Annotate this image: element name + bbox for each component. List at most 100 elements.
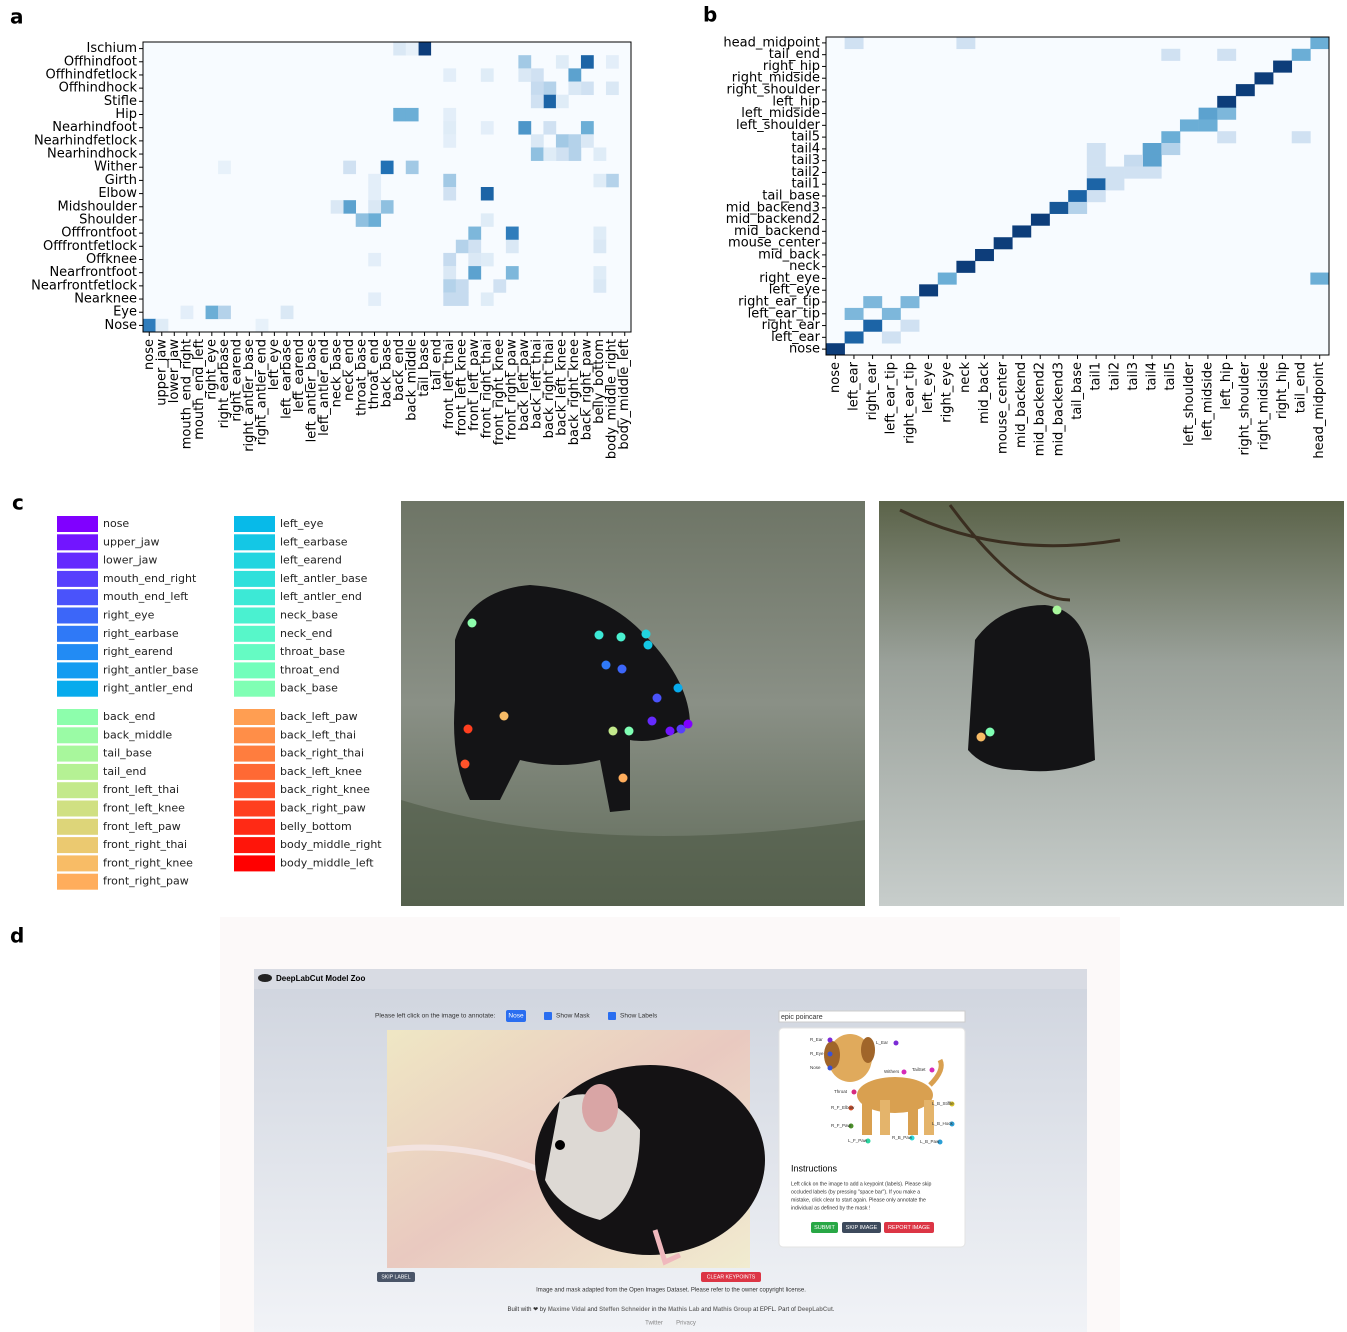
heatmap-cell <box>468 266 481 279</box>
legend-swatch <box>57 819 98 835</box>
toggle-label: Show Mask <box>556 1013 590 1020</box>
heatmap-cell <box>1161 131 1180 143</box>
legend-swatch <box>57 874 98 890</box>
heatmap-cell <box>418 42 431 55</box>
heatmap-cell <box>581 134 594 147</box>
checkbox[interactable] <box>544 1012 552 1020</box>
heatmap-cell <box>593 240 606 253</box>
dog-label: Nose <box>810 1065 821 1070</box>
heatmap-cell <box>531 82 544 95</box>
legend-swatch <box>57 589 98 605</box>
panel-label: a <box>10 5 24 29</box>
legend-label: right_earbase <box>103 627 179 640</box>
heatmap-cell <box>1031 214 1050 226</box>
legend-swatch <box>57 764 98 780</box>
checkbox[interactable] <box>608 1012 616 1020</box>
heatmap-cell <box>901 296 920 308</box>
x-tick-label: mid_backend2 <box>1033 362 1048 456</box>
heatmap-cell <box>381 200 394 213</box>
footer-link[interactable]: Mathis Group <box>713 1307 752 1313</box>
heatmap-cell <box>1161 143 1180 155</box>
heatmap-cell <box>606 55 619 68</box>
keypoint-dot <box>828 1066 833 1071</box>
heatmap-cell <box>1105 167 1124 179</box>
panel-label: b <box>703 3 717 27</box>
heatmap-cell <box>456 292 469 305</box>
heatmap-cell <box>1180 119 1199 131</box>
heatmap-cell <box>531 68 544 81</box>
x-tick-label: right_ear <box>865 361 880 420</box>
heatmap-cell <box>481 213 494 226</box>
footer-link[interactable]: Steffen Schneider <box>599 1307 651 1313</box>
legend-label: body_middle_left <box>280 856 374 869</box>
dog-label: L_B_Hock <box>932 1121 954 1126</box>
dog-label: Withers <box>884 1069 900 1074</box>
heatmap-cell <box>556 134 569 147</box>
heatmap-cell <box>863 320 882 332</box>
footer-link[interactable]: DeepLabCut <box>798 1307 833 1313</box>
dog-label: TailSet <box>912 1067 926 1072</box>
footer-link[interactable]: Mathis Lab <box>668 1307 700 1313</box>
x-tick-label: left_shoulder <box>1182 361 1197 446</box>
x-tick-label: tail_base <box>1070 362 1085 420</box>
footer-link[interactable]: Twitter <box>645 1321 663 1327</box>
heatmap-cell <box>343 200 356 213</box>
x-tick-label: right_midside <box>1256 362 1271 450</box>
heatmap-cell <box>543 82 556 95</box>
y-tick-label: nose <box>789 342 820 357</box>
heatmap-cell <box>468 240 481 253</box>
legend-swatch <box>234 589 275 605</box>
legend-label: back_right_paw <box>280 802 366 815</box>
legend-swatch <box>234 727 275 743</box>
keypoint-dot <box>902 1070 907 1075</box>
heatmap-cell <box>456 240 469 253</box>
legend-swatch <box>57 727 98 743</box>
heatmap-cell <box>443 266 456 279</box>
heatmap-cell <box>606 174 619 187</box>
annotation-image[interactable] <box>387 1030 765 1268</box>
heatmap-cell <box>518 68 531 81</box>
legend-label: back_right_thai <box>280 747 364 760</box>
dog-label: L_F_Paw <box>848 1138 868 1143</box>
legend-label: front_left_knee <box>103 802 185 815</box>
heatmap-cell <box>568 68 581 81</box>
heatmap-cell <box>1199 108 1218 120</box>
dog-label: L_Ear <box>876 1040 889 1045</box>
heatmap-cell <box>901 320 920 332</box>
footer-link[interactable]: Privacy <box>676 1321 696 1327</box>
heatmap-cell <box>1143 167 1162 179</box>
x-tick-label: left_hip <box>1219 362 1234 410</box>
heatmap-cell <box>1292 49 1311 61</box>
button-label: SKIP IMAGE <box>846 1225 878 1231</box>
legend-label: mouth_end_right <box>103 572 197 585</box>
legend-swatch <box>234 553 275 569</box>
heatmap-cell <box>406 161 419 174</box>
panel-label: d <box>10 924 24 948</box>
heatmap-cell <box>343 161 356 174</box>
heatmap-cell <box>1292 131 1311 143</box>
legend-label: left_antler_base <box>280 572 368 585</box>
heatmap-cell <box>443 253 456 266</box>
prompt: Please left click on the image to annota… <box>375 1013 496 1020</box>
legend-label: left_eye <box>280 517 324 530</box>
dog-label: R_B_Paw <box>892 1135 913 1140</box>
toggle-label: Show Labels <box>620 1013 658 1020</box>
heatmap-cell <box>481 187 494 200</box>
instructions-text: Left click on the image to add a keypoin… <box>791 1181 932 1187</box>
heatmap-cell <box>593 279 606 292</box>
image-credit: Image and mask adapted from the Open Ima… <box>536 1288 806 1294</box>
heatmap-cell <box>882 308 901 320</box>
keypoint-dot <box>828 1052 833 1057</box>
heatmap-cell <box>1310 37 1329 49</box>
heatmap-cell <box>1161 49 1180 61</box>
heatmap-cell <box>368 253 381 266</box>
heatmap-cell <box>1143 143 1162 155</box>
heatmap-cell <box>368 200 381 213</box>
heatmap-cell <box>938 273 957 285</box>
footer-link[interactable]: Maxime Vidal <box>548 1307 586 1313</box>
x-tick-label: mid_backend3 <box>1051 362 1066 456</box>
legend-swatch <box>57 782 98 798</box>
heatmap-cell <box>443 108 456 121</box>
keypoint-dot <box>852 1090 857 1095</box>
dog-label: R_Ear <box>810 1037 823 1042</box>
